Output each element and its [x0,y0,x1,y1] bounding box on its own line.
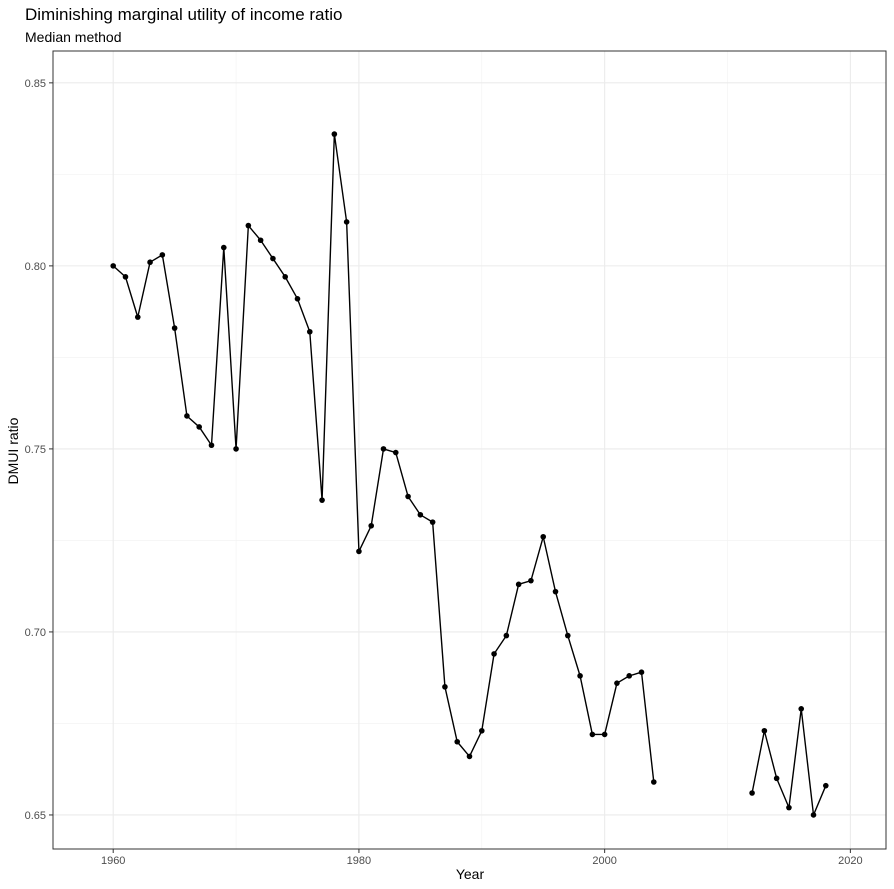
chart-subtitle: Median method [25,29,122,45]
data-point [343,219,350,225]
y-tick-label: 0.80 [25,261,46,273]
y-axis: 0.65 0.70 0.75 0.80 0.85 [25,78,53,822]
data-point [478,727,485,734]
data-point [638,669,645,675]
data-point [503,632,510,639]
x-tick-label: 2000 [592,855,616,867]
data-point [491,651,497,657]
data-series [110,131,829,818]
data-point [528,577,534,584]
data-point [306,328,313,335]
data-point [614,680,620,686]
x-axis-title: Year [456,866,485,882]
data-point [122,274,129,280]
data-point [233,446,239,452]
x-tick-label: 2020 [838,855,862,867]
data-point [110,263,117,269]
plot-panel [52,50,887,850]
y-tick-label: 0.85 [25,78,46,90]
data-point [749,790,755,796]
data-point [196,424,203,430]
data-point [270,255,276,262]
data-point [208,442,215,449]
data-point [257,237,264,244]
y-tick-label: 0.65 [25,810,46,822]
data-point [626,673,633,679]
data-point [405,493,411,500]
data-point [294,296,301,302]
data-point [331,131,338,137]
data-point [601,731,608,738]
chart-title: Diminishing marginal utility of income r… [25,5,342,24]
data-point [245,222,252,229]
data-point [454,738,461,745]
x-axis: 1960 1980 2000 2020 [101,849,863,867]
data-point [392,449,399,456]
data-point [429,519,436,525]
data-point [380,446,387,452]
data-point [319,497,325,503]
data-point [356,548,362,555]
data-point [577,673,583,679]
plot-background [53,51,886,849]
data-point [773,775,780,782]
data-point [650,779,657,785]
data-point [171,325,178,331]
x-tick-label: 1960 [101,855,125,867]
data-point [540,533,547,540]
data-point [159,252,166,258]
data-point [368,522,375,529]
gridlines [53,51,886,849]
data-point [282,274,289,280]
data-point [466,753,473,760]
x-tick-label: 1980 [347,855,371,867]
plot-border [52,50,887,850]
data-point [134,314,141,320]
data-point [552,588,559,595]
data-point [442,684,448,690]
data-point [184,413,190,419]
data-point [761,727,768,734]
data-point [417,511,424,518]
data-point [515,581,522,588]
data-point [810,812,817,818]
data-point [147,259,153,266]
y-tick-label: 0.75 [25,444,46,456]
y-axis-title: DMUI ratio [5,417,21,484]
data-point [564,632,571,639]
data-point [786,804,792,811]
data-point [589,731,596,738]
data-point [822,782,829,789]
y-tick-label: 0.70 [25,627,46,639]
data-point [798,706,805,712]
data-point [220,244,227,251]
